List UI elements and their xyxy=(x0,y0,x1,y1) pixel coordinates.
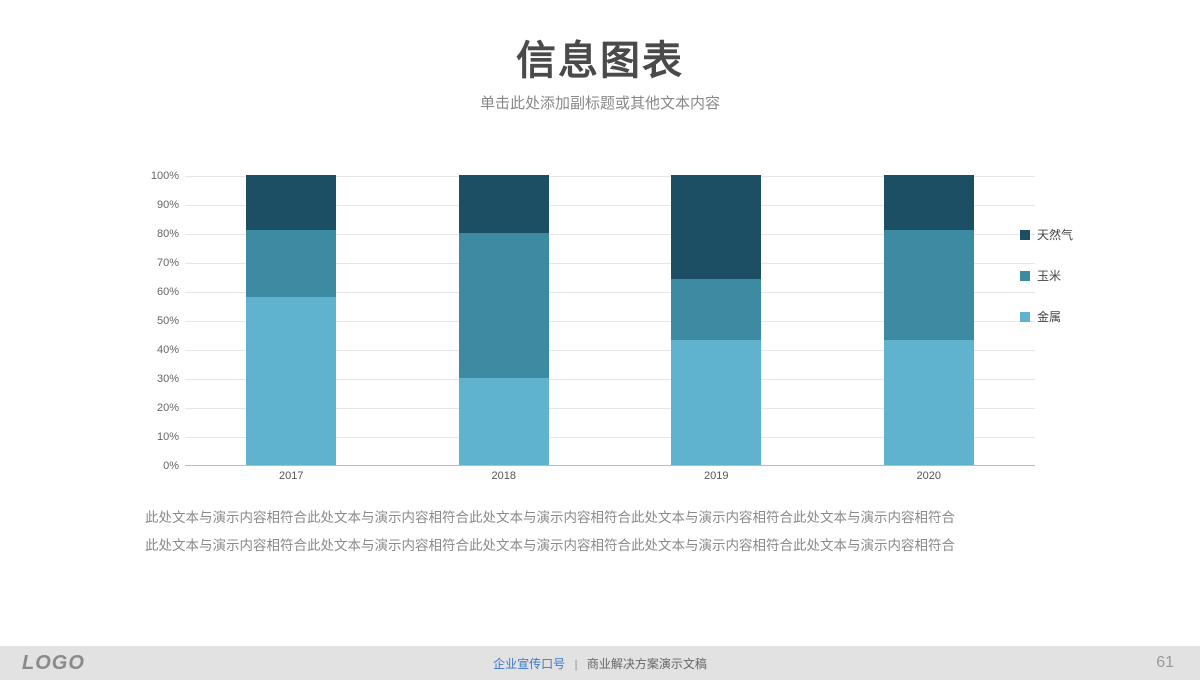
chart-ytick: 10% xyxy=(157,431,179,443)
legend-swatch xyxy=(1020,230,1030,240)
chart-bar-segment xyxy=(671,279,761,340)
legend-swatch xyxy=(1020,312,1030,322)
legend-label: 天然气 xyxy=(1037,226,1073,243)
chart-ytick: 40% xyxy=(157,344,179,356)
chart-bar-segment xyxy=(884,230,974,340)
chart-ytick: 100% xyxy=(151,170,179,182)
page-number: 61 xyxy=(1156,654,1174,672)
chart-bar-segment xyxy=(671,175,761,279)
chart-x-axis: 2017 2018 2019 2020 xyxy=(185,470,1035,490)
chart-bar-segment xyxy=(459,175,549,233)
description-line: 此处文本与演示内容相符合此处文本与演示内容相符合此处文本与演示内容相符合此处文本… xyxy=(145,532,1055,560)
chart-bar xyxy=(671,175,761,465)
legend-swatch xyxy=(1020,271,1030,281)
chart-ytick: 80% xyxy=(157,228,179,240)
chart-bar xyxy=(884,175,974,465)
chart-bar xyxy=(246,175,336,465)
chart-ytick: 20% xyxy=(157,402,179,414)
chart-bar-segment xyxy=(246,230,336,297)
footer-separator: | xyxy=(574,657,577,671)
chart-bar-segment xyxy=(459,233,549,378)
chart-xtick: 2017 xyxy=(279,470,303,482)
footer-tagline: 商业解决方案演示文稿 xyxy=(587,657,707,671)
chart-bar-segment xyxy=(459,378,549,465)
legend-label: 金属 xyxy=(1037,308,1061,325)
chart-bar xyxy=(459,175,549,465)
chart-ytick: 50% xyxy=(157,315,179,327)
chart-legend: 天然气玉米金属 xyxy=(1020,226,1073,349)
page-subtitle: 单击此处添加副标题或其他文本内容 xyxy=(0,92,1200,113)
chart-ytick: 0% xyxy=(163,460,179,472)
chart-bar-segment xyxy=(246,175,336,230)
chart-bar-segment xyxy=(884,340,974,465)
chart-ytick: 90% xyxy=(157,199,179,211)
chart-ytick: 60% xyxy=(157,286,179,298)
chart-plot-area: 0%10%20%30%40%50%60%70%80%90%100% xyxy=(185,176,1035,466)
chart-ytick: 70% xyxy=(157,257,179,269)
legend-item: 天然气 xyxy=(1020,226,1073,243)
description-text: 此处文本与演示内容相符合此处文本与演示内容相符合此处文本与演示内容相符合此处文本… xyxy=(145,504,1055,559)
chart-bar-segment xyxy=(246,297,336,465)
description-line: 此处文本与演示内容相符合此处文本与演示内容相符合此处文本与演示内容相符合此处文本… xyxy=(145,504,1055,532)
stacked-bar-chart: 0%10%20%30%40%50%60%70%80%90%100% 201720… xyxy=(145,170,1055,490)
chart-bar-segment xyxy=(884,175,974,230)
legend-label: 玉米 xyxy=(1037,267,1061,284)
legend-item: 金属 xyxy=(1020,308,1073,325)
header: 信息图表 单击此处添加副标题或其他文本内容 xyxy=(0,0,1200,113)
chart-xtick: 2020 xyxy=(917,470,941,482)
page-title: 信息图表 xyxy=(0,28,1200,86)
footer-brand: 企业宣传口号 xyxy=(493,657,565,671)
chart-ytick: 30% xyxy=(157,373,179,385)
footer-center: 企业宣传口号 | 商业解决方案演示文稿 xyxy=(493,655,707,672)
footer-bar: LOGO 企业宣传口号 | 商业解决方案演示文稿 61 xyxy=(0,646,1200,680)
logo-text: LOGO xyxy=(22,652,85,675)
chart-bar-segment xyxy=(671,340,761,465)
chart-xtick: 2018 xyxy=(492,470,516,482)
chart-xtick: 2019 xyxy=(704,470,728,482)
legend-item: 玉米 xyxy=(1020,267,1073,284)
